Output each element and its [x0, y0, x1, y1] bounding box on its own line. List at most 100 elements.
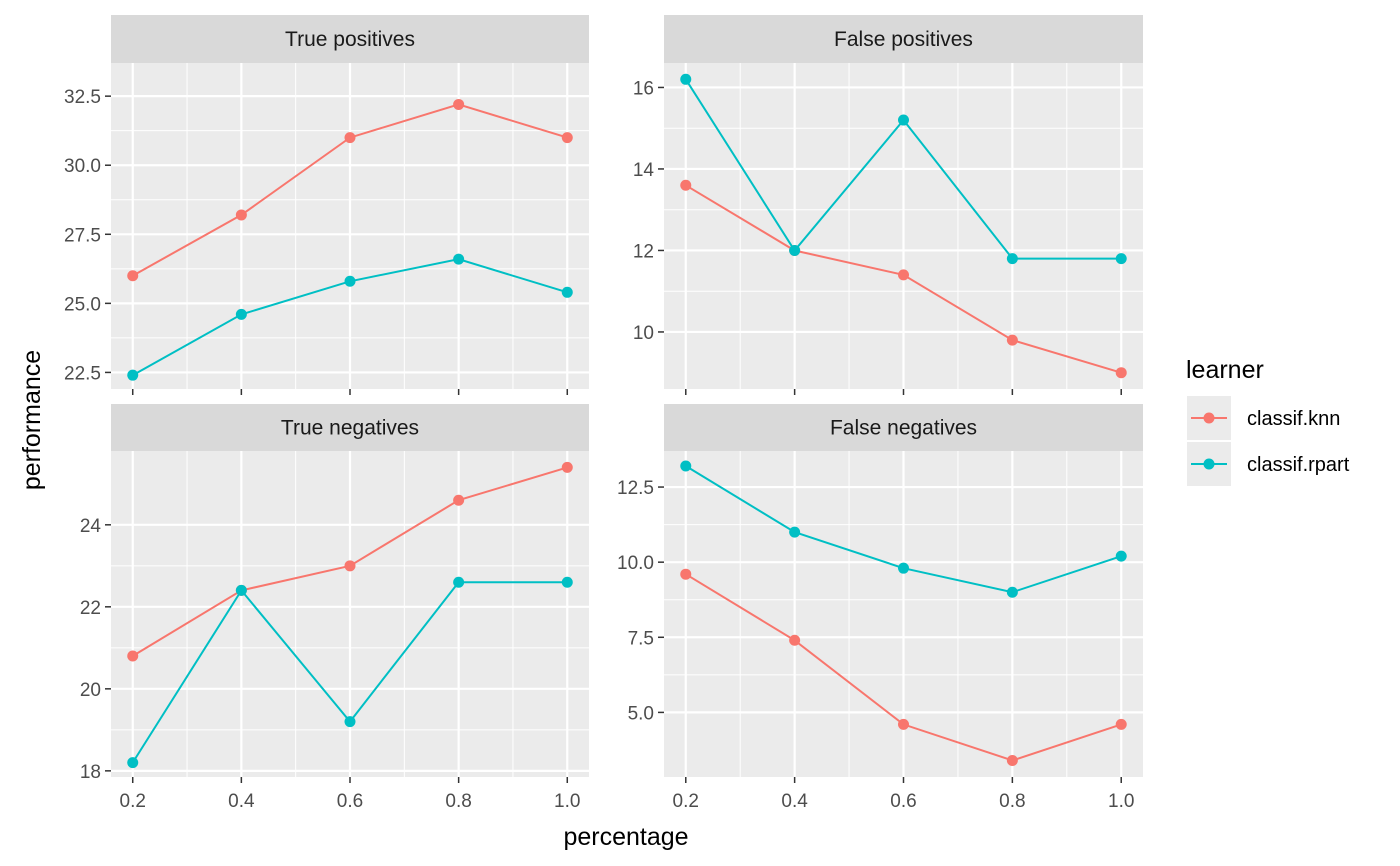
legend-item-classif-rpart: classif.rpart [1187, 442, 1350, 486]
data-point [235, 584, 247, 596]
y-tick-label: 27.5 [64, 225, 101, 246]
y-tick-label: 7.5 [628, 628, 654, 649]
y-tick-label: 32.5 [64, 87, 101, 108]
x-tick-label: 0.6 [337, 791, 363, 812]
data-point [1115, 253, 1127, 265]
panel-false-positives: False positives 10 12 14 16 [633, 15, 1143, 395]
data-point [344, 132, 356, 144]
series-classif-rpart [127, 576, 573, 769]
x-tick-label: 0.6 [890, 791, 916, 812]
y-tick-label: 10.0 [617, 553, 654, 574]
strip-title: False positives [834, 28, 973, 51]
x-tick-label: 0.4 [228, 791, 255, 812]
series-classif-rpart [680, 73, 1127, 265]
data-point [561, 286, 573, 298]
data-point [680, 73, 692, 85]
data-point [453, 253, 465, 265]
data-point [235, 308, 247, 320]
data-point [1115, 367, 1127, 379]
y-tick-label: 16 [633, 78, 654, 99]
data-point [898, 562, 909, 574]
legend-label: classif.rpart [1247, 454, 1350, 476]
data-point [344, 560, 356, 572]
legend-title: learner [1186, 356, 1264, 384]
strip-title: False negatives [830, 417, 977, 440]
x-tick-label: 0.8 [445, 791, 471, 812]
y-tick-label: 25.0 [64, 294, 101, 315]
data-point [344, 275, 356, 287]
strip-title: True negatives [281, 417, 419, 440]
data-point [789, 526, 801, 538]
y-tick-label: 22.5 [64, 363, 101, 384]
legend-item-classif-knn: classif.knn [1187, 396, 1340, 440]
data-point [127, 369, 139, 381]
legend-key-point [1203, 412, 1215, 424]
series-classif-knn [127, 98, 573, 282]
panel-true-negatives: True negatives 18 20 22 24 0.2 0.4 0.6 0.8 1.0 [80, 404, 589, 812]
y-tick-label: 12.5 [617, 478, 654, 499]
data-point [127, 270, 139, 282]
data-point [789, 634, 801, 646]
data-point [898, 114, 909, 126]
data-point [561, 576, 573, 588]
x-tick-label: 0.4 [781, 791, 808, 812]
data-point [680, 179, 692, 191]
y-axis-title: performance [18, 350, 46, 490]
gridlines [111, 63, 589, 389]
strip-false-positives [664, 15, 1143, 63]
data-point [1115, 550, 1127, 562]
data-point [680, 568, 692, 580]
data-point [127, 650, 139, 662]
data-point [1006, 586, 1018, 598]
strip-title: True positives [285, 28, 415, 51]
data-point [898, 718, 909, 730]
data-point [1006, 334, 1018, 346]
series-classif-knn [680, 568, 1127, 766]
y-tick-label: 22 [80, 598, 101, 619]
data-point [1006, 754, 1018, 766]
series-classif-knn [127, 461, 573, 662]
panel-true-positives: True positives 22.5 25.0 27.5 30.0 32.5 [64, 15, 589, 395]
legend-key-point [1203, 458, 1215, 470]
data-point [561, 461, 573, 473]
strip-false-negatives [664, 404, 1143, 451]
data-point [344, 716, 356, 728]
y-tick-label: 30.0 [64, 156, 101, 177]
x-tick-label: 0.8 [999, 791, 1025, 812]
data-point [453, 98, 465, 110]
strip-true-negatives [111, 404, 589, 451]
panels-layer: True positives 22.5 25.0 27.5 30.0 32.5 False … [64, 15, 1143, 812]
y-tick-label: 10 [633, 323, 654, 344]
data-point [561, 132, 573, 144]
x-tick-label: 0.2 [673, 791, 699, 812]
y-tick-label: 5.0 [628, 703, 654, 724]
data-point [127, 757, 139, 769]
data-point [789, 244, 801, 256]
y-tick-label: 20 [80, 680, 101, 701]
data-point [235, 209, 247, 221]
x-axis-title: percentage [563, 823, 688, 851]
legend-label: classif.knn [1247, 408, 1340, 430]
strip-true-positives [111, 15, 589, 63]
data-point [453, 576, 465, 588]
series-classif-rpart [127, 253, 573, 381]
data-point [1115, 718, 1127, 730]
x-tick-label: 1.0 [554, 791, 580, 812]
panel-false-negatives: False negatives 5.0 7.5 10.0 12.5 0.2 0.4 0.6 0.… [617, 404, 1143, 812]
x-tick-label: 1.0 [1108, 791, 1134, 812]
legend: learner classif.knn classif.rpart [1186, 356, 1350, 486]
y-tick-label: 14 [633, 160, 655, 181]
legend-items: classif.knn classif.rpart [1187, 396, 1350, 486]
gridlines [664, 451, 1143, 777]
y-tick-label: 18 [80, 762, 101, 783]
y-tick-label: 12 [633, 241, 654, 262]
data-point [898, 269, 909, 281]
y-tick-label: 24 [80, 516, 102, 537]
x-tick-label: 0.2 [120, 791, 146, 812]
series-classif-rpart [680, 460, 1127, 598]
gridlines [664, 63, 1143, 389]
data-point [453, 494, 465, 506]
data-point [680, 460, 692, 472]
data-point [1006, 253, 1018, 265]
